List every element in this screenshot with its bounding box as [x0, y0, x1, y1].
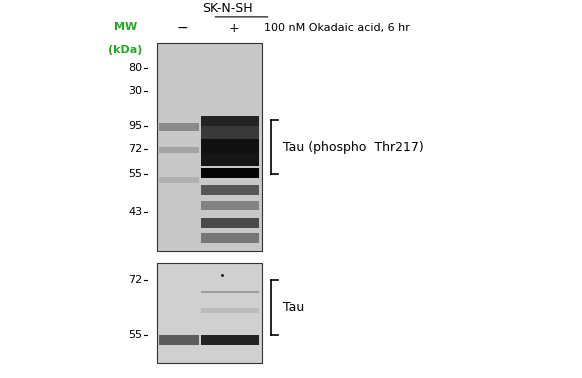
- Bar: [157, 263, 262, 363]
- Bar: [201, 126, 259, 139]
- Bar: [159, 335, 199, 345]
- Bar: [159, 122, 199, 130]
- Text: −: −: [176, 21, 188, 35]
- Bar: [201, 201, 259, 210]
- Text: Tau (phospho  Thr217): Tau (phospho Thr217): [283, 141, 424, 154]
- Bar: [201, 218, 259, 228]
- Text: 55: 55: [129, 330, 143, 340]
- Text: 55: 55: [129, 169, 143, 179]
- Bar: [157, 43, 262, 251]
- Bar: [157, 263, 262, 363]
- Bar: [201, 139, 259, 153]
- Bar: [201, 233, 259, 243]
- Bar: [201, 308, 259, 313]
- Text: SK-N-SH: SK-N-SH: [202, 2, 252, 15]
- Text: 30: 30: [129, 86, 143, 96]
- Text: 72: 72: [129, 275, 143, 285]
- Bar: [159, 147, 199, 153]
- Bar: [201, 291, 259, 293]
- Bar: [157, 43, 262, 251]
- Text: +: +: [229, 22, 240, 34]
- Text: 95: 95: [129, 121, 143, 131]
- Bar: [159, 177, 199, 183]
- Text: 80: 80: [129, 63, 143, 73]
- Text: (kDa): (kDa): [108, 45, 143, 55]
- Text: Tau: Tau: [283, 301, 305, 314]
- Bar: [201, 153, 259, 166]
- Bar: [201, 168, 259, 178]
- Text: 100 nM Okadaic acid, 6 hr: 100 nM Okadaic acid, 6 hr: [264, 23, 409, 33]
- Bar: [159, 335, 199, 345]
- Bar: [201, 335, 259, 345]
- Text: 72: 72: [129, 144, 143, 154]
- Text: 43: 43: [129, 207, 143, 217]
- Bar: [201, 185, 259, 195]
- Text: MW: MW: [113, 22, 137, 32]
- Bar: [201, 116, 259, 126]
